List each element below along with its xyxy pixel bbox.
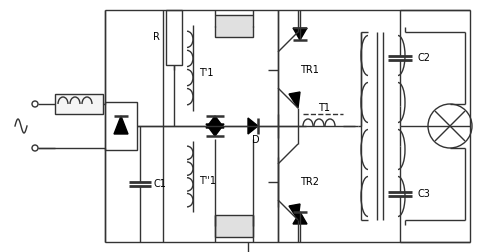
Bar [105,102,137,150]
Text: R: R [153,32,160,42]
Polygon shape [293,28,307,40]
Text: T1: T1 [318,103,330,113]
Text: T'1: T'1 [199,68,213,78]
Polygon shape [206,116,224,128]
Text: T''1: T''1 [199,176,216,186]
Polygon shape [114,116,128,134]
Text: TR2: TR2 [300,177,319,187]
Bar [215,215,253,237]
Text: TR1: TR1 [300,65,319,75]
Bar [166,10,182,65]
Text: C1: C1 [154,179,167,189]
Bar [215,15,253,37]
Polygon shape [289,204,300,220]
Polygon shape [289,92,300,108]
Polygon shape [248,118,258,134]
Bar [55,94,103,114]
Polygon shape [293,212,307,224]
Polygon shape [206,124,224,136]
Text: C3: C3 [418,189,431,199]
Text: D: D [252,135,260,145]
Text: C2: C2 [418,53,431,63]
